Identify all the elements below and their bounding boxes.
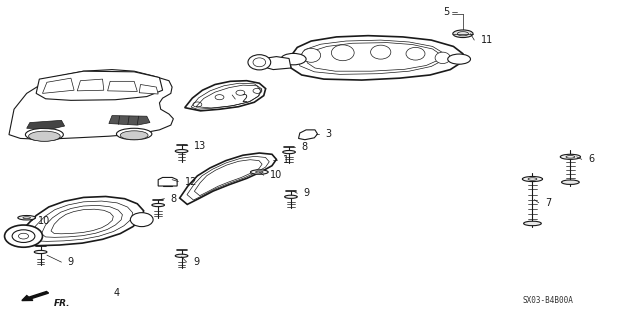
Polygon shape xyxy=(139,84,158,94)
Text: 13: 13 xyxy=(194,141,206,151)
Ellipse shape xyxy=(25,128,64,141)
Ellipse shape xyxy=(281,53,306,65)
Ellipse shape xyxy=(561,180,579,184)
Text: 1: 1 xyxy=(283,155,290,165)
Polygon shape xyxy=(9,69,173,140)
Text: FR.: FR. xyxy=(54,299,70,308)
Polygon shape xyxy=(289,36,463,80)
Ellipse shape xyxy=(29,131,60,141)
Ellipse shape xyxy=(175,149,188,153)
Text: 9: 9 xyxy=(68,257,74,267)
Polygon shape xyxy=(259,57,291,69)
Ellipse shape xyxy=(371,45,391,59)
Polygon shape xyxy=(298,130,318,140)
Text: 8: 8 xyxy=(302,142,308,152)
Ellipse shape xyxy=(302,48,321,62)
Ellipse shape xyxy=(152,204,164,207)
Ellipse shape xyxy=(34,251,47,253)
Ellipse shape xyxy=(331,45,354,61)
Text: 9: 9 xyxy=(193,257,199,267)
Text: 10: 10 xyxy=(38,216,50,226)
Text: 6: 6 xyxy=(588,154,594,164)
Polygon shape xyxy=(109,116,150,125)
Ellipse shape xyxy=(250,170,268,174)
Ellipse shape xyxy=(284,195,297,198)
Polygon shape xyxy=(185,81,265,111)
Ellipse shape xyxy=(453,30,473,37)
Ellipse shape xyxy=(175,254,188,257)
Polygon shape xyxy=(36,71,163,100)
Text: SX03-B4B00A: SX03-B4B00A xyxy=(523,296,574,305)
FancyArrow shape xyxy=(22,292,48,300)
Ellipse shape xyxy=(248,55,271,70)
Polygon shape xyxy=(180,153,276,204)
Text: 3: 3 xyxy=(325,129,331,139)
Ellipse shape xyxy=(283,150,295,154)
Polygon shape xyxy=(77,79,104,91)
Ellipse shape xyxy=(523,177,542,181)
Text: 2: 2 xyxy=(242,94,248,104)
Ellipse shape xyxy=(560,154,580,159)
Text: 8: 8 xyxy=(171,194,177,204)
Polygon shape xyxy=(107,81,137,92)
Text: 5: 5 xyxy=(443,6,450,17)
Text: 4: 4 xyxy=(114,288,119,298)
Text: 9: 9 xyxy=(304,188,310,198)
Text: 7: 7 xyxy=(545,198,551,208)
Polygon shape xyxy=(19,196,144,246)
Text: 12: 12 xyxy=(185,177,197,187)
Polygon shape xyxy=(43,78,74,93)
Polygon shape xyxy=(158,178,177,186)
Polygon shape xyxy=(27,120,65,129)
Ellipse shape xyxy=(116,128,152,140)
Ellipse shape xyxy=(448,54,471,64)
Ellipse shape xyxy=(435,52,450,64)
Ellipse shape xyxy=(120,131,148,140)
Ellipse shape xyxy=(4,225,43,247)
Text: 11: 11 xyxy=(481,35,493,45)
Ellipse shape xyxy=(524,221,541,226)
Text: 10: 10 xyxy=(270,170,283,180)
Ellipse shape xyxy=(406,47,425,60)
Ellipse shape xyxy=(130,213,153,227)
Ellipse shape xyxy=(18,215,36,220)
